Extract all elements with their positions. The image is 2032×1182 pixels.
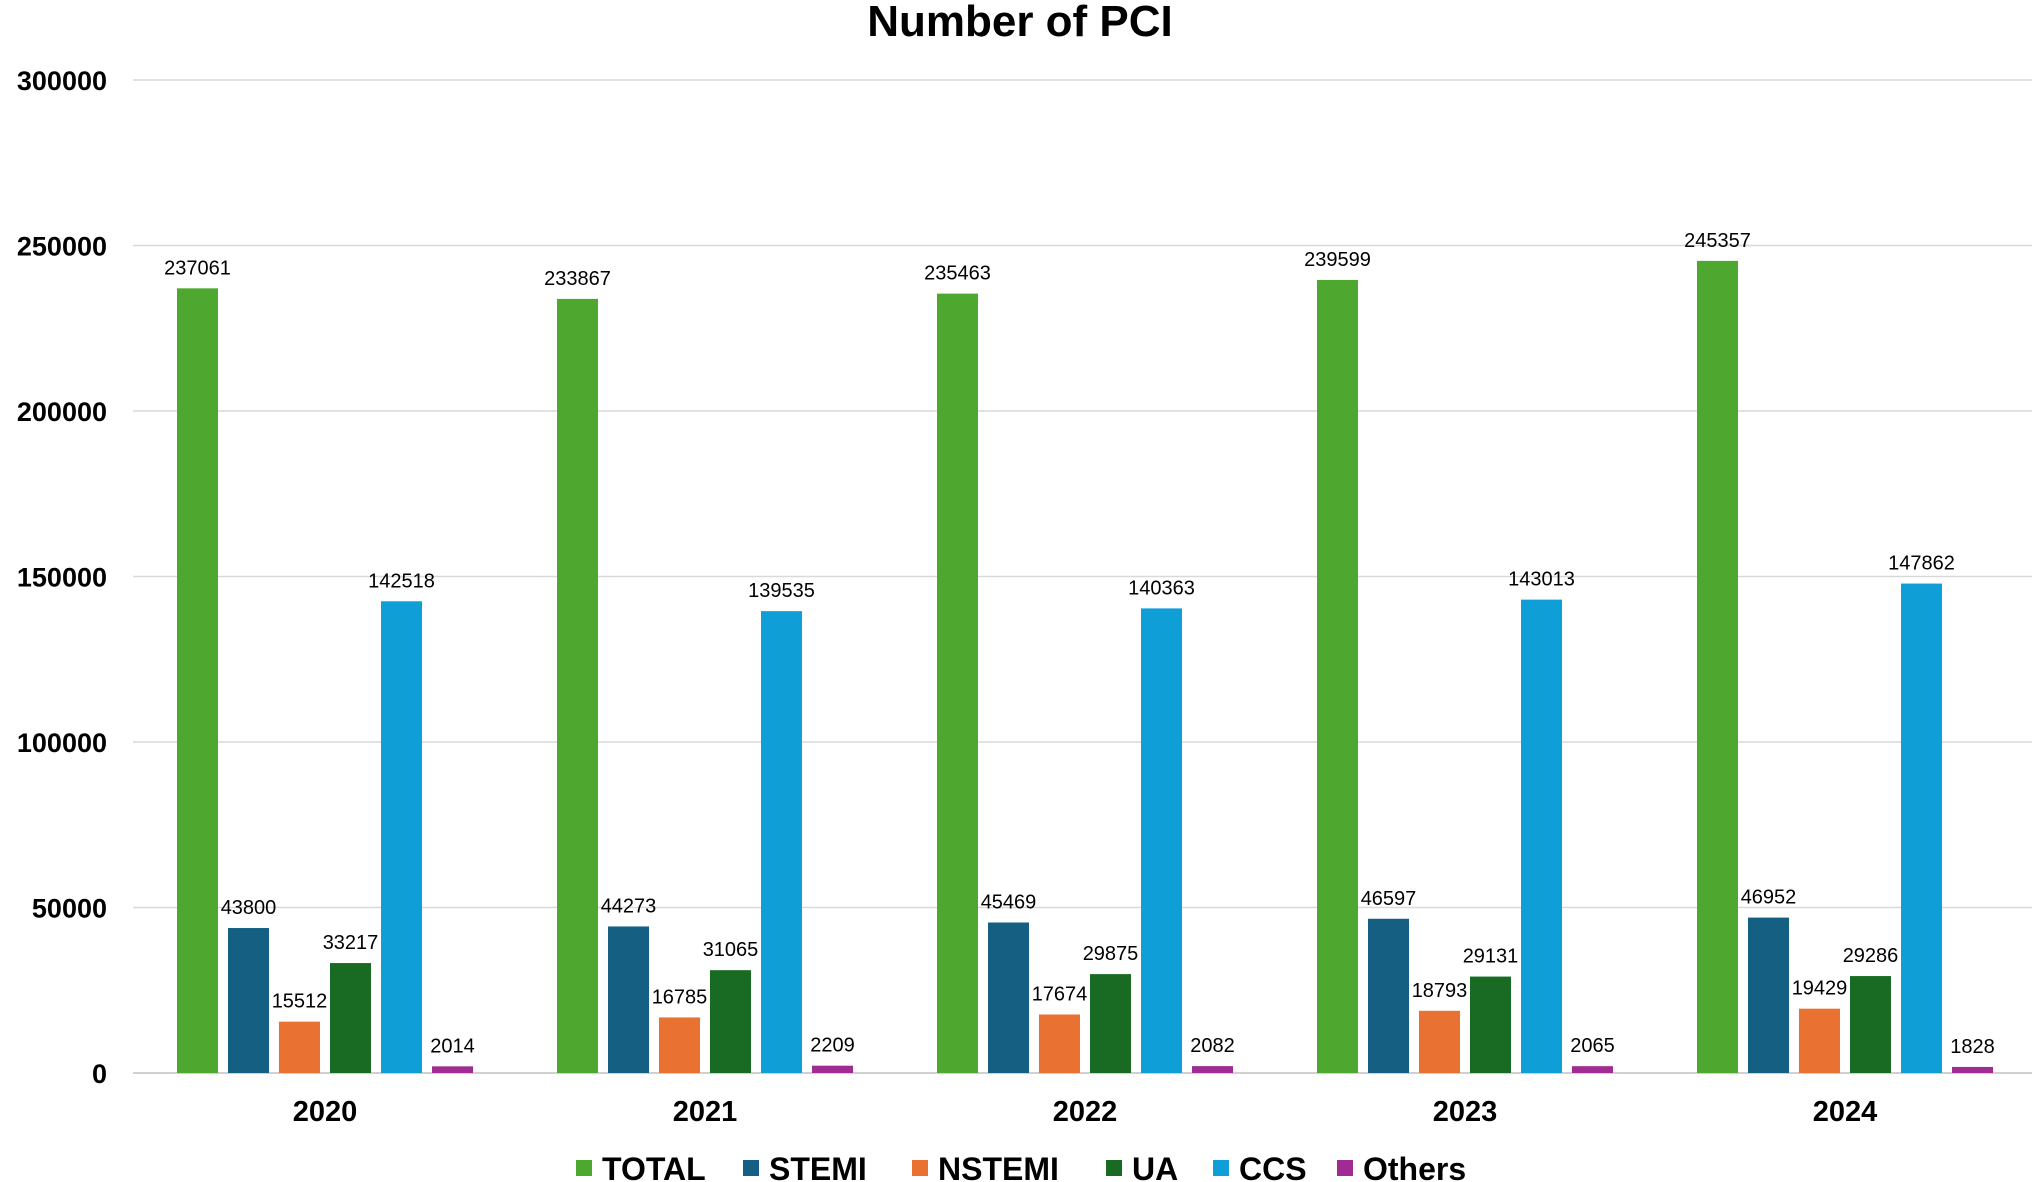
bar-stemi-2020 [228,928,269,1073]
data-label: 235463 [924,263,991,285]
data-label: 29875 [1083,943,1139,965]
bar-others-2022 [1192,1066,1233,1073]
bar-ua-2022 [1090,974,1131,1073]
bar-stemi-2022 [988,922,1029,1073]
y-axis-ticks: 0 50000 100000 150000 200000 250000 300000 [17,66,107,1089]
bar-ccs-2024 [1901,583,1942,1073]
x-axis-ticks: 2020 2021 2022 2023 2024 [293,1096,1878,1128]
legend-label-ua: UA [1132,1151,1178,1182]
data-label: 33217 [323,932,379,954]
bar-total-2021 [557,298,598,1073]
legend-swatch-stemi [743,1160,759,1176]
bar-others-2023 [1572,1066,1613,1073]
y-tick-label: 300000 [17,66,107,96]
bar-nstemi-2024 [1799,1008,1840,1073]
chart-title: Number of PCI [867,0,1173,46]
y-tick-label: 150000 [17,563,107,593]
data-label: 237061 [164,257,231,279]
x-tick-label: 2024 [1813,1096,1878,1128]
bar-ccs-2021 [761,611,802,1073]
bar-nstemi-2020 [279,1021,320,1073]
data-label: 29286 [1843,945,1899,967]
bar-stemi-2024 [1748,917,1789,1073]
data-label: 29131 [1463,946,1519,968]
legend-swatch-nstemi [912,1160,928,1176]
bar-ccs-2020 [381,601,422,1073]
data-label: 143013 [1508,569,1575,591]
bar-others-2021 [812,1065,853,1073]
bar-stemi-2021 [608,926,649,1073]
data-label: 147862 [1888,553,1955,575]
data-label: 142518 [368,570,435,592]
legend-label-others: Others [1363,1151,1466,1182]
data-label: 17674 [1032,983,1088,1005]
y-tick-label: 0 [92,1059,107,1089]
data-label: 2082 [1190,1035,1235,1057]
y-tick-label: 100000 [17,728,107,758]
data-label: 46952 [1741,887,1797,909]
x-tick-label: 2021 [673,1096,738,1128]
y-tick-label: 200000 [17,397,107,427]
data-label: 2209 [810,1035,855,1057]
data-label: 31065 [703,939,759,961]
x-tick-label: 2023 [1433,1096,1498,1128]
bar-ua-2020 [330,963,371,1073]
bar-ua-2023 [1470,976,1511,1073]
bar-total-2023 [1317,279,1358,1073]
data-label: 140363 [1128,577,1195,599]
data-label: 233867 [544,268,611,290]
y-tick-label: 50000 [32,894,107,924]
bar-ua-2021 [710,970,751,1073]
legend-label-stemi: STEMI [769,1151,867,1182]
data-label: 18793 [1412,980,1468,1002]
bar-others-2024 [1952,1066,1993,1073]
bar-stemi-2023 [1368,918,1409,1073]
y-tick-label: 250000 [17,232,107,262]
data-label: 43800 [221,897,277,919]
data-label: 239599 [1304,249,1371,271]
data-label: 46597 [1361,888,1417,910]
data-label: 44273 [601,895,657,917]
legend-swatch-ua [1106,1160,1122,1176]
data-label: 2014 [430,1035,475,1057]
x-tick-label: 2022 [1053,1096,1118,1128]
bar-ccs-2022 [1141,608,1182,1073]
legend-swatch-ccs [1213,1160,1229,1176]
legend-label-total: TOTAL [602,1151,706,1182]
bar-others-2020 [432,1066,473,1073]
data-label: 15512 [272,991,328,1013]
bars [177,260,1993,1074]
data-labels: 237061 43800 15512 33217 142518 2014 233867 442… [164,230,1995,1058]
data-label: 245357 [1684,230,1751,252]
data-label: 2065 [1570,1035,1615,1057]
legend-swatch-others [1337,1160,1353,1176]
bar-ccs-2023 [1521,599,1562,1073]
data-label: 1828 [1950,1036,1995,1058]
legend-label-nstemi: NSTEMI [938,1151,1059,1182]
legend-label-ccs: CCS [1239,1151,1307,1182]
data-label: 16785 [652,986,708,1008]
bar-ua-2024 [1850,976,1891,1073]
data-label: 139535 [748,580,815,602]
bar-total-2024 [1697,260,1738,1074]
bar-total-2020 [177,288,218,1073]
legend: TOTAL STEMI NSTEMI UA CCS Others [576,1151,1466,1182]
bar-nstemi-2021 [659,1017,700,1073]
data-label: 45469 [981,891,1037,913]
bar-nstemi-2022 [1039,1014,1080,1073]
legend-swatch-total [576,1160,592,1176]
bar-nstemi-2023 [1419,1010,1460,1073]
bar-total-2022 [937,293,978,1074]
x-tick-label: 2020 [293,1096,358,1128]
data-label: 19429 [1792,978,1848,1000]
